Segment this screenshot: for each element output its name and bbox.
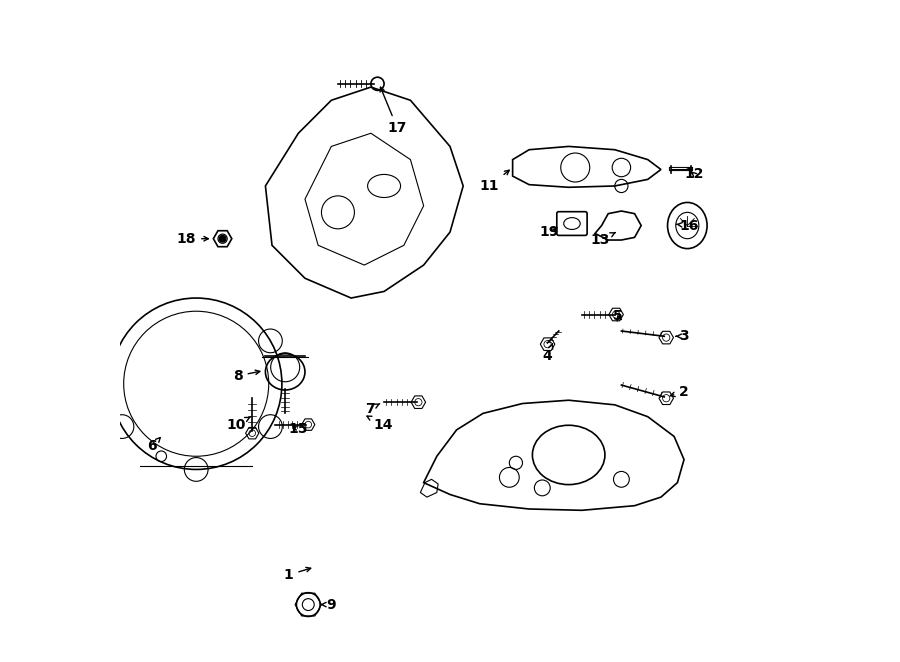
Text: 10: 10: [226, 417, 251, 432]
Text: 6: 6: [148, 438, 160, 453]
Text: 9: 9: [321, 598, 337, 612]
Text: 18: 18: [176, 232, 209, 246]
Text: 15: 15: [289, 422, 308, 436]
Text: 8: 8: [233, 369, 260, 383]
Circle shape: [220, 236, 226, 242]
Text: 12: 12: [684, 167, 704, 181]
Text: 5: 5: [613, 310, 623, 324]
Text: 7: 7: [364, 402, 380, 416]
Text: 4: 4: [543, 344, 553, 363]
Text: 3: 3: [676, 329, 688, 344]
Text: 1: 1: [284, 567, 310, 582]
Text: 14: 14: [367, 416, 392, 432]
Text: 13: 13: [590, 232, 616, 247]
Text: 11: 11: [480, 170, 509, 193]
Text: 17: 17: [380, 87, 407, 135]
Text: 2: 2: [670, 385, 688, 399]
Text: 16: 16: [676, 218, 698, 232]
Text: 19: 19: [539, 225, 559, 239]
